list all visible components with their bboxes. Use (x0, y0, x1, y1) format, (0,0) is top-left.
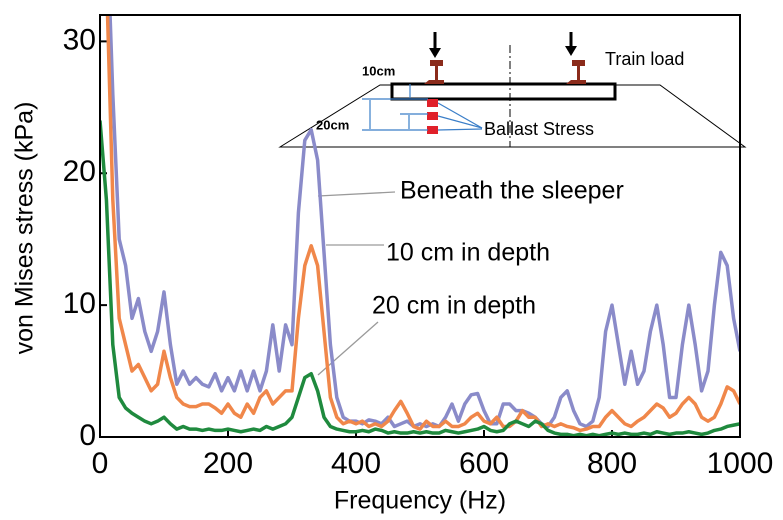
annotation-leader (317, 191, 396, 197)
series-line (100, 120, 740, 437)
load-arrow-head (565, 46, 577, 56)
y-axis-label: von Mises stress (kPa) (11, 102, 39, 355)
y-tick-label: 20 (63, 155, 96, 188)
series-line (108, 15, 740, 429)
sensor (427, 99, 438, 107)
y-tick-label: 30 (63, 23, 96, 56)
y-tick-label: 10 (63, 287, 96, 320)
sensor (427, 126, 438, 134)
inset-label: 10cm (362, 63, 395, 78)
annotation: 10 cm in depth (386, 239, 550, 267)
sensor (427, 112, 438, 120)
plot-frame (99, 14, 741, 438)
rail (566, 60, 586, 84)
ballast-outline (278, 84, 747, 148)
annotation: 20 cm in depth (372, 292, 536, 320)
load-arrow-head (429, 48, 441, 58)
inset-label: Ballast Stress (484, 119, 594, 139)
rail (424, 60, 444, 84)
x-tick-label: 400 (331, 447, 381, 480)
series-line (105, 15, 740, 433)
inset-diagram: Train load 10cm 20cm Ballast Stress (278, 32, 747, 148)
x-tick-label: 0 (92, 447, 109, 480)
annotation: Beneath the sleeper (400, 177, 624, 205)
x-tick-label: 200 (203, 447, 253, 480)
plot-lines (100, 15, 740, 437)
inset-label: Train load (605, 49, 684, 69)
x-axis-label: Frequency (Hz) (334, 487, 506, 515)
x-tick-label: 600 (459, 447, 509, 480)
x-tick-label: 1000 (707, 447, 774, 480)
dimension-lines (362, 84, 483, 131)
x-tick-label: 800 (587, 447, 637, 480)
inset-label: 20cm (316, 117, 349, 132)
y-tick-label: 0 (79, 419, 96, 452)
sleeper (390, 82, 617, 101)
